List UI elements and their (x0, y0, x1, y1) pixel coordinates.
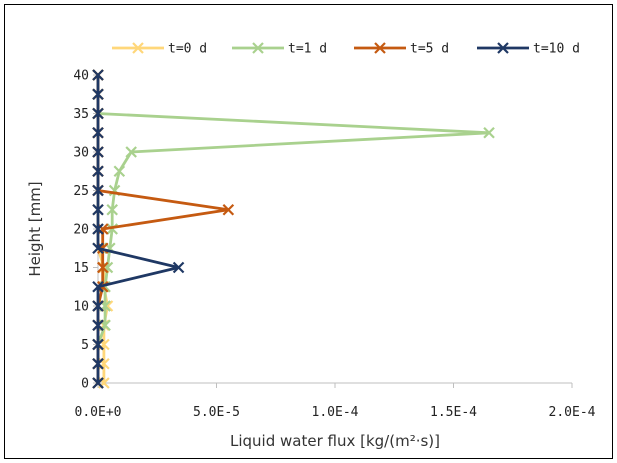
series-t-5-d-point (96, 261, 109, 274)
y-tick-label: 20 (73, 223, 89, 238)
legend-item-t-1-d: t=1 d (232, 42, 327, 57)
legend-label: t=0 d (168, 42, 207, 57)
series-t-5-d-point (222, 203, 235, 216)
series-t-10-d-point (92, 338, 104, 351)
series-t-10-d-point (92, 69, 104, 81)
series-t-10-d-point (92, 242, 104, 255)
series-t-10-d-point (92, 223, 104, 235)
series-t-1-d-line (96, 75, 490, 383)
series (92, 69, 495, 389)
series-t-10-d-point (92, 88, 104, 101)
y-tick-label: 10 (73, 300, 89, 315)
series-t-10-d-point (92, 146, 104, 158)
legend-item-t-0-d: t=0 d (112, 42, 207, 57)
x-tick-label: 1.0E-4 (312, 405, 359, 420)
legend: t=0 d t=1 d t=5 d t=10 d (112, 42, 580, 57)
series-t-10-d-point (92, 107, 104, 120)
series-t-5-d-point (96, 223, 109, 235)
y-tick-label: 35 (73, 107, 89, 122)
legend-label: t=1 d (288, 42, 327, 57)
series-t-10-d-point (92, 165, 104, 178)
series-t-1-d-point (106, 203, 118, 216)
legend-item-t-5-d: t=5 d (354, 42, 449, 57)
series-t-1-d (92, 69, 495, 389)
series-t-10-d-point (172, 261, 185, 274)
x-tick-label: 0.0E+0 (75, 405, 122, 420)
series-t-10-d-point (92, 300, 104, 312)
series-t-1-d-point (101, 261, 114, 274)
series-t-10-d-point (92, 357, 104, 370)
legend-item-t-10-d: t=10 d (477, 42, 580, 57)
y-tick-label: 5 (81, 338, 89, 353)
y-axis-title: Height [mm] (26, 181, 44, 276)
legend-marker (374, 42, 386, 54)
series-t-1-d-point (483, 126, 495, 139)
y-tick-label: 0 (81, 377, 89, 392)
legend-marker (497, 42, 509, 54)
series-t-10-d-point (92, 377, 104, 389)
legend-marker (252, 42, 264, 54)
series-t-10-d-point (92, 319, 104, 332)
series-t-10-d-point (92, 184, 104, 197)
x-tick-label: 1.5E-4 (430, 405, 477, 420)
series-t-10-d-point (92, 280, 104, 293)
axes (97, 75, 572, 384)
x-tick-label: 5.0E-5 (193, 405, 240, 420)
legend-label: t=10 d (533, 42, 580, 57)
series-t-1-d-point (113, 165, 126, 178)
series-t-1-d-point (125, 146, 137, 158)
legend-marker (132, 42, 144, 54)
y-tick-label: 15 (73, 261, 89, 276)
y-tick-label: 25 (73, 184, 89, 199)
series-t-10-d (92, 69, 185, 389)
legend-label: t=5 d (410, 42, 449, 57)
series-t-10-d-point (92, 203, 104, 216)
series-t-10-d-point (92, 126, 104, 139)
x-tick-label: 2.0E-4 (549, 405, 596, 420)
x-axis-title: Liquid water flux [kg/(m²·s)] (230, 432, 440, 450)
y-tick-label: 40 (73, 69, 89, 84)
ticks: 0 5 10 15 20 25 30 35 40 0.0E+0 5.0E-5 1.0E-4 1.5E-4… (73, 69, 595, 421)
series-t-5-d-line (96, 75, 229, 383)
y-tick-label: 30 (73, 146, 89, 161)
